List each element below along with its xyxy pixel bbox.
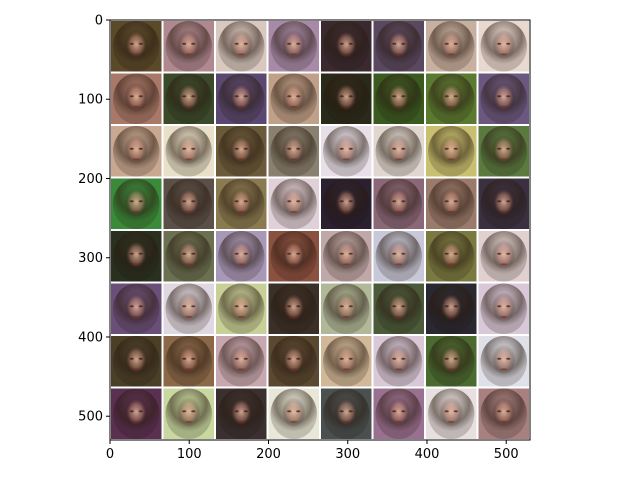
y-tick-label: 300 [78,251,103,266]
face-tile [373,283,424,334]
face-tile [373,126,424,177]
face-tile [478,126,529,177]
face-tile [268,73,319,124]
x-tick-label: 0 [106,447,114,462]
face-tile [163,126,214,177]
face-tile [373,388,424,439]
x-tick-label: 500 [494,447,519,462]
y-tick-label: 500 [78,410,103,425]
face-tile [268,178,319,229]
face-tile [163,231,214,282]
face-tile [426,336,477,387]
face-tile [216,178,267,229]
face-tile [111,21,162,72]
face-tile [321,336,372,387]
x-tick-label: 100 [177,447,202,462]
face-tile [163,73,214,124]
face-tile [216,336,267,387]
face-tile [321,21,372,72]
face-tile [478,336,529,387]
face-tile [216,73,267,124]
face-tile [478,21,529,72]
face-tile [426,283,477,334]
face-tile [268,283,319,334]
face-tile [426,231,477,282]
face-tile [373,73,424,124]
face-tile [268,126,319,177]
face-tile [111,283,162,334]
face-tile [373,231,424,282]
x-tick-label: 400 [415,447,440,462]
x-axis: 0 100 200 300 400 500 [106,440,519,462]
face-tile [321,73,372,124]
face-tile [478,283,529,334]
image-grid [110,20,530,440]
axes-border [109,19,531,441]
face-tile [478,231,529,282]
y-tick-label: 200 [78,172,103,187]
y-tick-label: 400 [78,330,103,345]
face-tile [216,283,267,334]
face-tile [426,126,477,177]
y-tick-label: 0 [95,14,103,29]
face-tile [111,231,162,282]
face-tile [321,126,372,177]
face-tile [163,178,214,229]
face-tile [426,73,477,124]
x-tick-label: 300 [335,447,360,462]
face-tile [268,231,319,282]
face-tile [163,336,214,387]
face-tile [268,21,319,72]
face-tile [163,283,214,334]
face-tile [478,73,529,124]
face-tile [216,388,267,439]
face-tile [111,126,162,177]
face-tile [268,388,319,439]
face-tile [268,336,319,387]
face-tile [163,21,214,72]
face-tile [111,336,162,387]
face-tile [373,178,424,229]
face-tile [111,178,162,229]
face-tile [478,178,529,229]
face-tile [216,231,267,282]
face-tile [321,178,372,229]
x-tick-label: 200 [256,447,281,462]
face-tile [163,388,214,439]
y-axis: 0 100 200 300 400 500 [78,14,110,425]
face-tile [216,126,267,177]
face-tile [478,388,529,439]
face-tile [373,336,424,387]
face-tile [321,283,372,334]
face-tile [111,73,162,124]
y-tick-label: 100 [78,93,103,108]
axes-frame [109,19,531,441]
face-tile [373,21,424,72]
face-tile [216,21,267,72]
face-tile [426,21,477,72]
face-tile [426,178,477,229]
face-tile [321,388,372,439]
face-tile [111,388,162,439]
face-tile [426,388,477,439]
face-tile [321,231,372,282]
